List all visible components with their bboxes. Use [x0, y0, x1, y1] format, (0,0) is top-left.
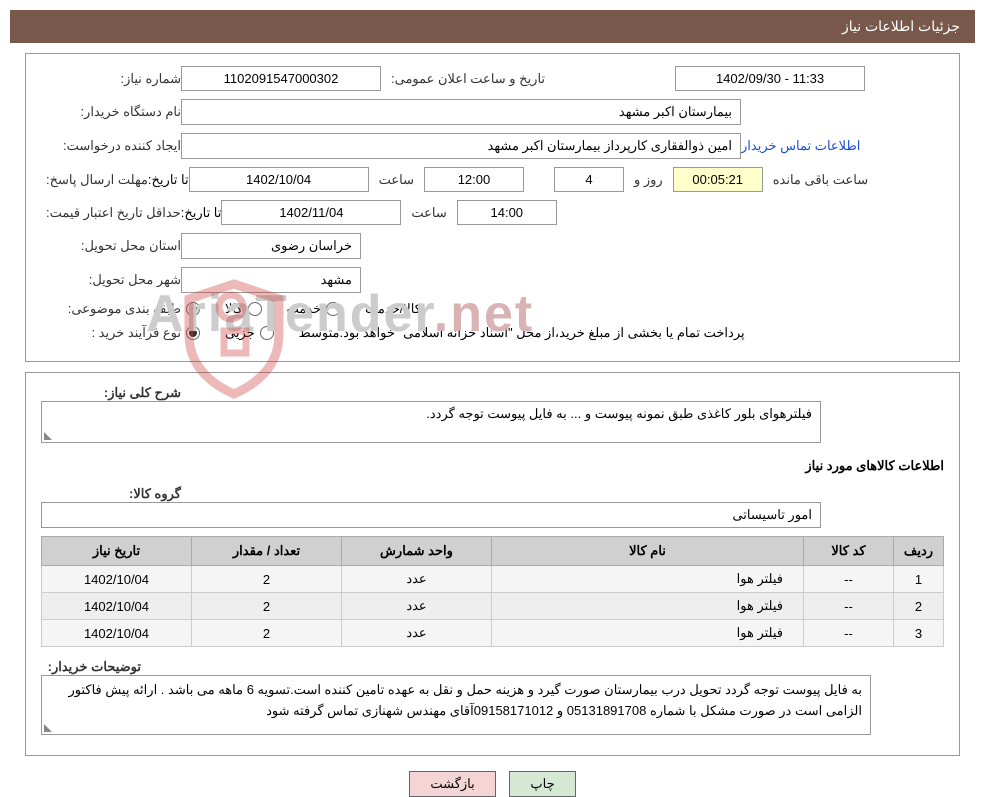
th-code: کد کالا [804, 537, 894, 566]
validity-time: 14:00 [457, 200, 557, 225]
group-value: امور تاسیساتی [41, 502, 821, 528]
category-radio-both[interactable]: کالا/خدمت [321, 301, 421, 317]
deadline-time-label: ساعت [374, 172, 414, 188]
buyer-org-label: نام دستگاه خریدار: [41, 104, 181, 120]
detail-panel: شرح کلی نیاز: فیلترهوای بلور کاغذی طبق ن… [25, 372, 960, 756]
category-label: طبقه بندی موضوعی: [41, 301, 181, 317]
contact-link[interactable]: اطلاعات تماس خریدار [741, 138, 860, 154]
process-label: نوع فرآیند خرید : [41, 325, 181, 341]
requester-value: امین ذوالفقاری کارپرداز بیمارستان اکبر م… [181, 133, 741, 159]
items-table: ردیف کد کالا نام کالا واحد شمارش تعداد /… [41, 536, 944, 647]
buttons-row: چاپ بازگشت [0, 771, 985, 797]
deadline-remain: 00:05:21 [673, 167, 763, 192]
print-button[interactable]: چاپ [509, 771, 575, 797]
city-label: شهر محل تحویل: [41, 272, 181, 288]
validity-time-label: ساعت [406, 205, 446, 221]
th-date: تاریخ نیاز [42, 537, 192, 566]
deadline-date: 1402/10/04 [189, 167, 369, 192]
city-value: مشهد [181, 267, 361, 293]
buyer-notes-value: به فایل پیوست توجه گردد تحویل درب بیمارس… [41, 675, 871, 735]
table-row: 2 -- فیلتر هوا عدد 2 1402/10/04 [42, 593, 944, 620]
process-radio-medium[interactable]: متوسط [255, 325, 340, 341]
validity-date: 1402/11/04 [221, 200, 401, 225]
table-row: 1 -- فیلتر هوا عدد 2 1402/10/04 [42, 566, 944, 593]
resize-handle-icon[interactable] [44, 430, 54, 440]
th-qty: تعداد / مقدار [192, 537, 342, 566]
announce-label: تاریخ و ساعت اعلان عمومی: [386, 71, 545, 87]
process-radio-minor[interactable]: جزیی [181, 325, 255, 341]
process-note: پرداخت تمام یا بخشی از مبلغ خرید،از محل … [340, 325, 745, 341]
items-section-title: اطلاعات کالاهای مورد نیاز [41, 458, 944, 474]
info-panel: AriaTender.net شماره نیاز: 1102091547000… [25, 53, 960, 362]
buyer-notes-label: توضیحات خریدار: [41, 659, 141, 675]
buyer-org-value: بیمارستان اکبر مشهد [181, 99, 741, 125]
general-desc-label: شرح کلی نیاز: [41, 385, 181, 401]
need-number-value: 1102091547000302 [181, 66, 381, 91]
announce-value: 11:33 - 1402/09/30 [675, 66, 865, 91]
table-row: 3 -- فیلتر هوا عدد 2 1402/10/04 [42, 620, 944, 647]
category-radio-khedmat[interactable]: خدمت [243, 301, 322, 317]
deadline-time: 12:00 [424, 167, 524, 192]
deadline-label1: مهلت ارسال پاسخ: [41, 172, 148, 188]
page-title: جزئیات اطلاعات نیاز [842, 18, 960, 34]
page-header: جزئیات اطلاعات نیاز [10, 10, 975, 43]
validity-label1: حداقل تاریخ اعتبار قیمت: [41, 205, 181, 221]
resize-handle-icon[interactable] [44, 722, 54, 732]
deadline-label2: تا تاریخ: [148, 172, 189, 188]
category-radio-kala[interactable]: کالا [181, 301, 243, 317]
need-number-label: شماره نیاز: [41, 71, 181, 87]
validity-label2: تا تاریخ: [181, 205, 222, 221]
th-name: نام کالا [492, 537, 804, 566]
province-value: خراسان رضوی [181, 233, 361, 259]
requester-label: ایجاد کننده درخواست: [41, 138, 181, 154]
th-unit: واحد شمارش [342, 537, 492, 566]
province-label: استان محل تحویل: [41, 238, 181, 254]
group-label: گروه کالا: [41, 486, 181, 502]
back-button[interactable]: بازگشت [409, 771, 495, 797]
deadline-days-label: روز و [629, 172, 663, 188]
th-idx: ردیف [894, 537, 944, 566]
deadline-remain-label: ساعت باقی مانده [768, 172, 868, 188]
deadline-days: 4 [554, 167, 624, 192]
general-desc-value: فیلترهوای بلور کاغذی طبق نمونه پیوست و .… [41, 401, 821, 443]
